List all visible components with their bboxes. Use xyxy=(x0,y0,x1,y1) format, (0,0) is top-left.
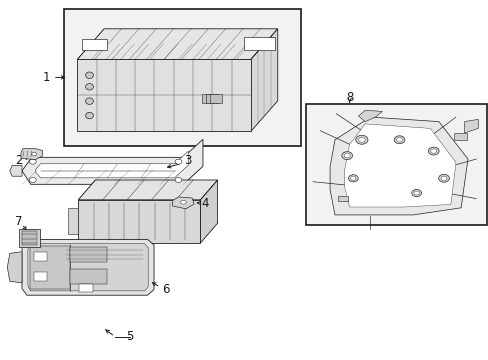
Polygon shape xyxy=(10,166,22,176)
Bar xyxy=(63,9,300,146)
Text: 8: 8 xyxy=(345,91,353,104)
Ellipse shape xyxy=(85,72,93,78)
Ellipse shape xyxy=(427,147,438,155)
Polygon shape xyxy=(22,139,203,184)
Ellipse shape xyxy=(85,112,93,119)
Bar xyxy=(21,231,37,245)
Bar xyxy=(337,195,347,201)
Bar xyxy=(69,269,106,284)
Ellipse shape xyxy=(29,159,36,164)
Ellipse shape xyxy=(413,191,418,195)
Bar xyxy=(453,133,466,140)
Ellipse shape xyxy=(440,176,446,180)
Polygon shape xyxy=(250,29,277,131)
Polygon shape xyxy=(172,197,194,209)
Ellipse shape xyxy=(85,98,93,104)
Polygon shape xyxy=(358,110,382,122)
Ellipse shape xyxy=(344,153,349,158)
Text: 6: 6 xyxy=(162,283,170,296)
Ellipse shape xyxy=(430,149,436,153)
Ellipse shape xyxy=(411,189,421,197)
Bar xyxy=(30,246,70,289)
Bar xyxy=(82,40,106,50)
Bar xyxy=(202,94,214,103)
Ellipse shape xyxy=(32,152,37,156)
Ellipse shape xyxy=(358,137,365,142)
Polygon shape xyxy=(344,124,455,207)
Polygon shape xyxy=(77,59,250,131)
Bar xyxy=(79,284,93,292)
Ellipse shape xyxy=(350,176,355,180)
Bar xyxy=(34,252,47,261)
Bar xyxy=(34,272,47,281)
Polygon shape xyxy=(464,119,477,133)
Polygon shape xyxy=(78,200,200,243)
Ellipse shape xyxy=(175,159,182,164)
Ellipse shape xyxy=(341,152,352,159)
Ellipse shape xyxy=(438,174,448,182)
Ellipse shape xyxy=(393,136,404,144)
Polygon shape xyxy=(200,180,217,243)
Polygon shape xyxy=(7,252,22,283)
Ellipse shape xyxy=(347,175,357,182)
Polygon shape xyxy=(28,244,148,291)
Ellipse shape xyxy=(85,84,93,90)
Polygon shape xyxy=(329,117,467,215)
Bar xyxy=(305,104,486,225)
Text: 3: 3 xyxy=(184,154,192,167)
Polygon shape xyxy=(22,239,154,295)
Text: 2: 2 xyxy=(15,154,22,167)
Bar xyxy=(69,247,106,262)
Text: 1: 1 xyxy=(42,71,50,84)
Text: 7: 7 xyxy=(15,215,22,228)
Text: 4: 4 xyxy=(201,197,209,210)
Ellipse shape xyxy=(396,138,402,142)
Ellipse shape xyxy=(355,135,367,144)
Polygon shape xyxy=(77,29,277,59)
Ellipse shape xyxy=(29,177,36,183)
Bar xyxy=(206,94,218,103)
Text: 5: 5 xyxy=(125,330,133,343)
Bar xyxy=(210,94,222,103)
Bar xyxy=(243,37,275,50)
Polygon shape xyxy=(36,151,188,178)
Ellipse shape xyxy=(180,201,186,204)
Polygon shape xyxy=(78,180,217,200)
Bar xyxy=(19,229,40,247)
Polygon shape xyxy=(68,208,78,234)
Ellipse shape xyxy=(175,177,182,183)
Polygon shape xyxy=(21,149,42,159)
